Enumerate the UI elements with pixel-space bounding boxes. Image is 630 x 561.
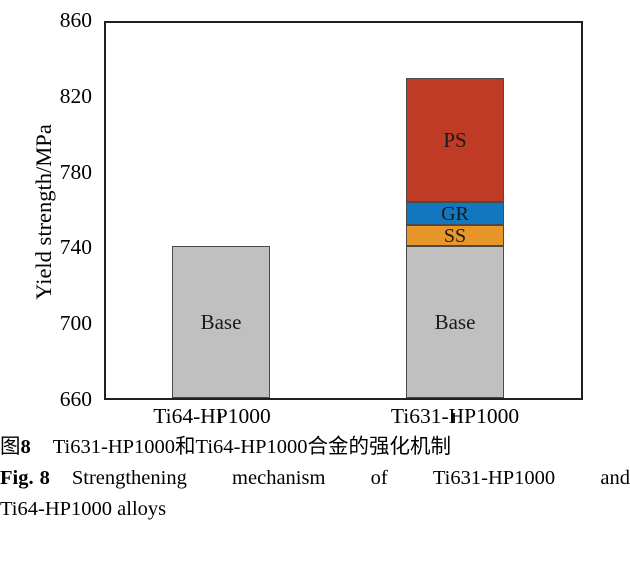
caption-zh-prefix: 图 bbox=[0, 436, 21, 458]
x-tick-label-ti64-hp1000: Ti64-HP1000 bbox=[153, 404, 271, 428]
caption-en-word2: mechanism bbox=[232, 467, 326, 489]
caption-english-line1: Fig. 8 Strengthening mechanism of Ti631-H… bbox=[0, 463, 630, 494]
x-tick-mark-ti631 bbox=[453, 413, 455, 423]
caption-english-line2: Ti64-HP1000 alloys bbox=[0, 498, 167, 520]
x-tick-mark-ti64 bbox=[219, 413, 221, 423]
y-tick-label-700: 700 bbox=[59, 311, 92, 335]
caption-chinese-line: 图8 Ti631-HP1000和Ti64-HP1000合金的强化机制 bbox=[0, 432, 630, 463]
figure-caption: 图8 Ti631-HP1000和Ti64-HP1000合金的强化机制 Fig. 8 … bbox=[0, 432, 630, 525]
segment-label-ps-bar2: PS bbox=[443, 127, 467, 152]
caption-en-number: 8 bbox=[39, 467, 50, 489]
segment-ps-bar2[interactable]: PS bbox=[406, 78, 504, 202]
segment-label-gr-bar2: GR bbox=[441, 202, 469, 225]
segment-label-base-bar1: Base bbox=[200, 309, 242, 334]
caption-en-word3: of bbox=[370, 467, 388, 489]
caption-zh-text: Ti631-HP1000和Ti64-HP1000合金的强化机制 bbox=[52, 436, 452, 458]
segment-label-ss-bar2: SS bbox=[443, 224, 467, 247]
y-axis-title: Yield strength/MPa bbox=[31, 124, 56, 300]
y-tick-label-780: 780 bbox=[59, 160, 92, 184]
y-tick-label-820: 820 bbox=[59, 84, 92, 108]
caption-en-word5: and bbox=[600, 467, 630, 489]
plot-area: Base Base SS GR PS bbox=[104, 21, 583, 423]
bar-ti631-hp1000[interactable]: Base SS GR PS bbox=[406, 21, 504, 398]
bar-ti64-hp1000[interactable]: Base bbox=[172, 21, 270, 398]
figure-8: Yield strength/MPa 860 820 780 740 700 6… bbox=[31, 8, 583, 428]
y-tick-label-660: 660 bbox=[59, 387, 92, 411]
x-tick-label-ti631-hp1000: Ti631-HP1000 bbox=[390, 404, 520, 428]
segment-gr-bar2[interactable]: GR bbox=[406, 202, 504, 225]
segment-base-bar2[interactable]: Base bbox=[406, 246, 504, 398]
segment-label-base-bar2: Base bbox=[434, 309, 476, 334]
segment-ss-bar2[interactable]: SS bbox=[406, 225, 504, 246]
caption-en-word4: Ti631-HP1000 bbox=[432, 467, 556, 489]
caption-zh-number: 8 bbox=[20, 436, 31, 458]
caption-en-word1: Strengthening bbox=[71, 467, 187, 489]
y-tick-label-860: 860 bbox=[59, 8, 92, 32]
y-tick-label-740: 740 bbox=[59, 235, 92, 259]
caption-en-prefix: Fig. bbox=[0, 467, 34, 489]
segment-base-bar1[interactable]: Base bbox=[172, 246, 270, 398]
